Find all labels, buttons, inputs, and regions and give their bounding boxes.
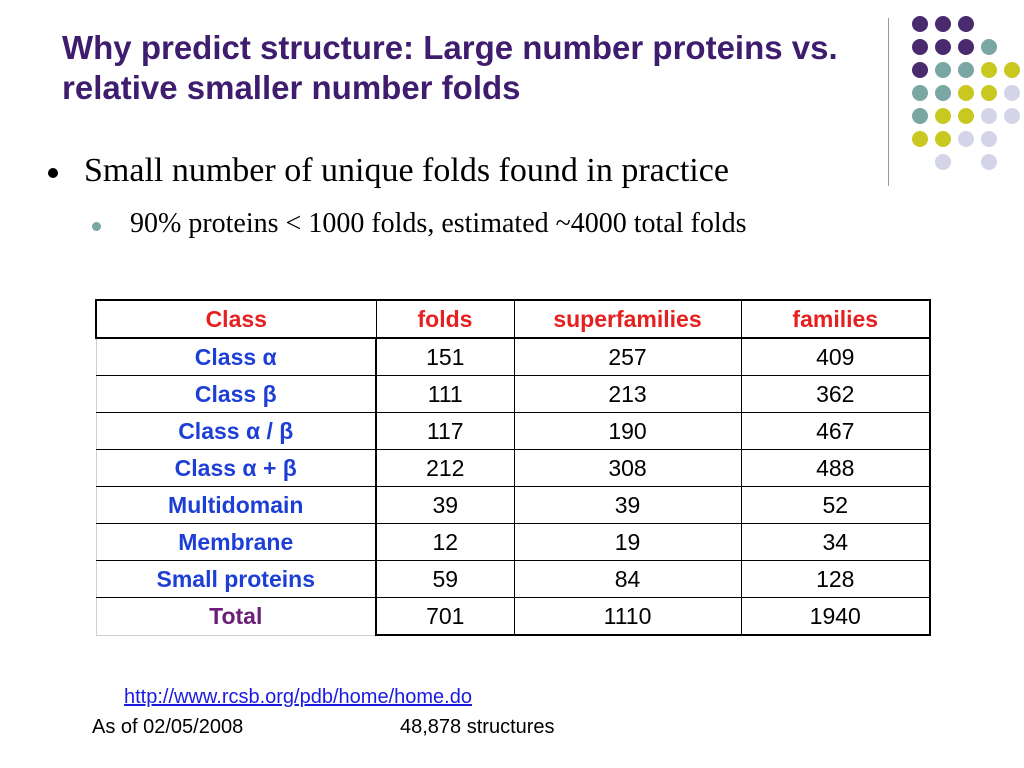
decorative-dot [935,16,951,32]
decorative-dot [912,85,928,101]
decorative-dot [958,39,974,55]
header-class: Class [95,299,377,339]
decorative-dot [981,85,997,101]
class-cell: Class α [95,337,377,376]
header-superfamilies: superfamilies [513,299,742,339]
class-cell: Class α + β [95,449,377,487]
folds-cell: 701 [375,597,515,636]
decorative-dot [935,39,951,55]
superfamilies-cell: 213 [513,375,742,413]
families-cell: 362 [740,375,931,413]
table-row: Membrane 12 19 34 [95,523,931,561]
decorative-dot [935,108,951,124]
date-note: As of 02/05/2008 [92,716,244,738]
table-row: Class α / β 117 190 467 [95,412,931,450]
decorative-dot [935,85,951,101]
decorative-dot [981,154,997,170]
table-row: Class α + β 212 308 488 [95,449,931,487]
table-row: Class β 111 213 362 [95,375,931,413]
title-divider-line [888,18,889,186]
folds-cell: 117 [375,412,515,450]
bullet-dot-icon [48,168,58,178]
bullet-level2-text: 90% proteins < 1000 folds, estimated ~40… [130,208,747,239]
decorative-dot [1004,62,1020,78]
decorative-dot [958,62,974,78]
table-total-row: Total 701 1110 1940 [95,597,931,636]
decorative-dot [1004,108,1020,124]
families-cell: 52 [740,486,931,524]
superfamilies-cell: 308 [513,449,742,487]
table-row: Multidomain 39 39 52 [95,486,931,524]
superfamilies-cell: 39 [513,486,742,524]
decorative-dot [912,131,928,147]
bullet-dot-icon [92,222,101,231]
table-row: Class α 151 257 409 [95,337,931,376]
decorative-dot [981,39,997,55]
decorative-dot [958,131,974,147]
decorative-dot [912,108,928,124]
slide-title: Why predict structure: Large number prot… [62,29,838,106]
folds-cell: 212 [375,449,515,487]
families-cell: 128 [740,560,931,598]
superfamilies-cell: 257 [513,337,742,376]
families-cell: 467 [740,412,931,450]
decorative-dot [981,108,997,124]
class-cell: Multidomain [95,486,377,524]
superfamilies-cell: 19 [513,523,742,561]
rcsb-link[interactable]: http://www.rcsb.org/pdb/home/home.do [124,686,472,708]
table-header-row: Class folds superfamilies families [95,299,931,339]
folds-table: Class folds superfamilies families Class… [95,299,931,636]
class-cell: Class β [95,375,377,413]
families-cell: 34 [740,523,931,561]
class-cell: Small proteins [95,560,377,598]
families-cell: 1940 [740,597,931,636]
decorative-dot [981,62,997,78]
header-families: families [740,299,931,339]
folds-cell: 12 [375,523,515,561]
decorative-dot [935,131,951,147]
superfamilies-cell: 190 [513,412,742,450]
folds-cell: 111 [375,375,515,413]
folds-cell: 39 [375,486,515,524]
decorative-dot [958,85,974,101]
structures-count: 48,878 structures [400,716,555,738]
decorative-dot [981,131,997,147]
folds-cell: 151 [375,337,515,376]
class-cell: Membrane [95,523,377,561]
table-row: Small proteins 59 84 128 [95,560,931,598]
decorative-dot [912,16,928,32]
folds-cell: 59 [375,560,515,598]
decorative-dot [912,39,928,55]
bullet-level1-text: Small number of unique folds found in pr… [84,152,729,189]
decorative-dot [935,154,951,170]
superfamilies-cell: 84 [513,560,742,598]
decorative-dot [958,108,974,124]
families-cell: 488 [740,449,931,487]
decorative-dot [958,16,974,32]
class-cell: Total [95,597,377,636]
decorative-dot [935,62,951,78]
header-folds: folds [375,299,515,339]
superfamilies-cell: 1110 [513,597,742,636]
decorative-dot [1004,85,1020,101]
class-cell: Class α / β [95,412,377,450]
decorative-dot [912,62,928,78]
families-cell: 409 [740,337,931,376]
